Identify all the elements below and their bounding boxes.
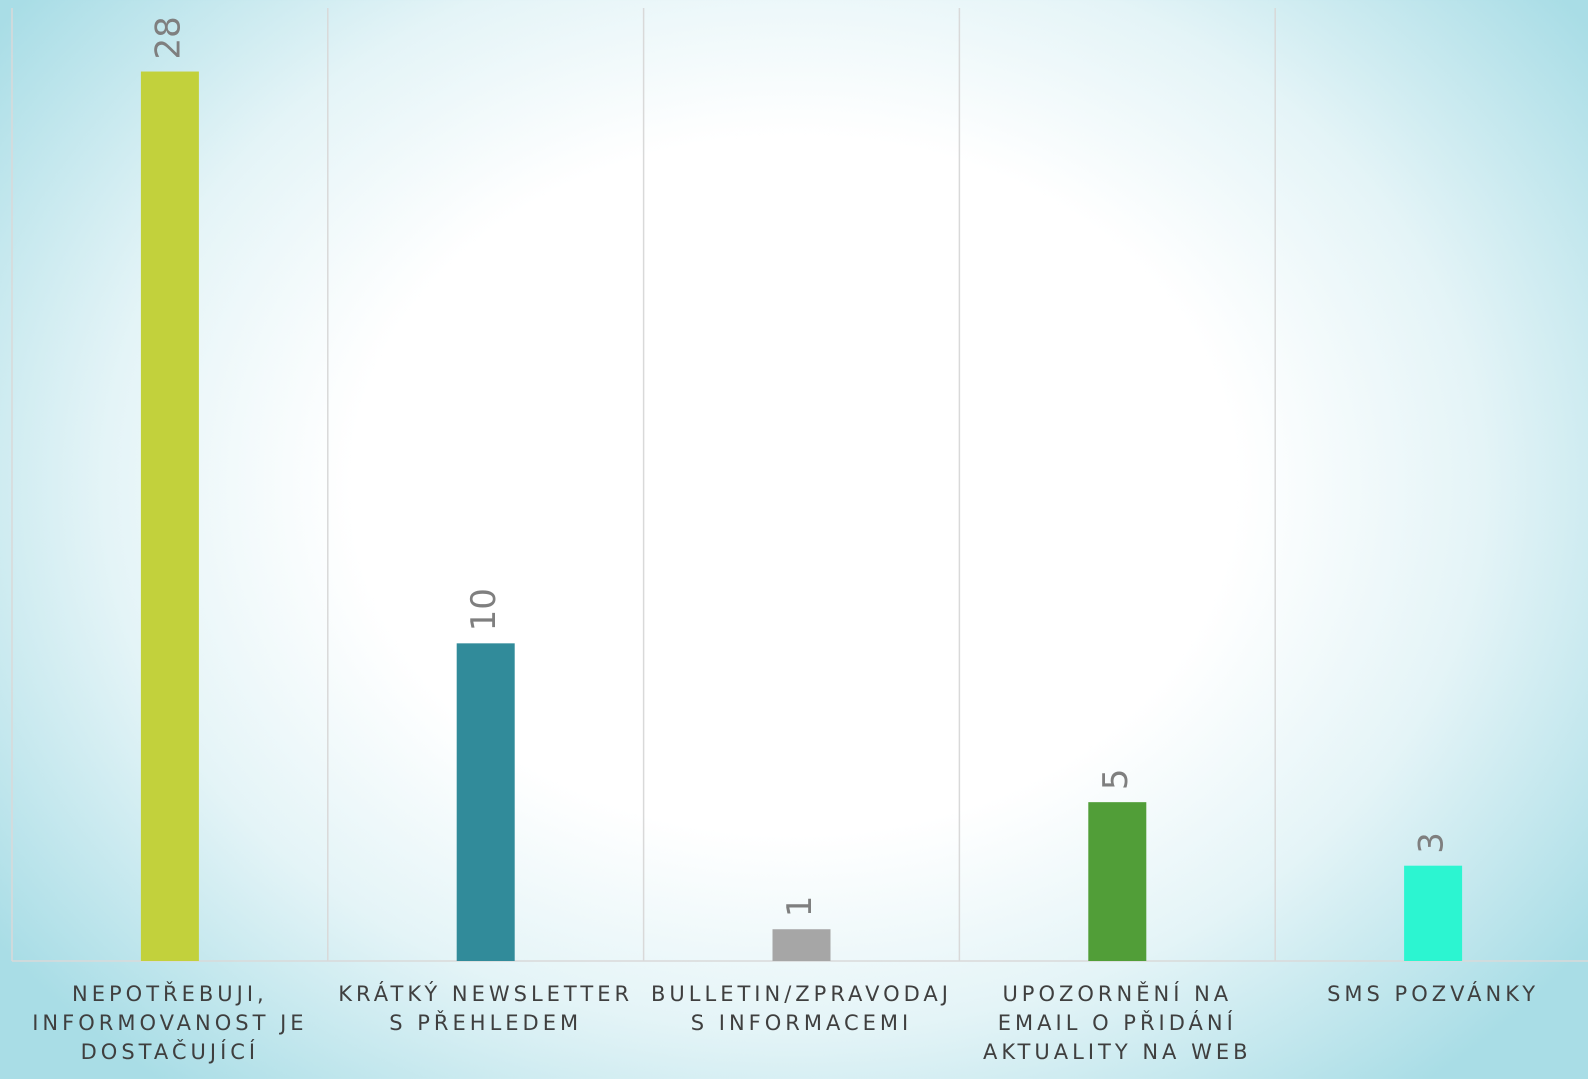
value-label: 1	[780, 896, 820, 918]
bar	[1404, 865, 1463, 961]
x-tick-label: KRÁTKÝ NEWSLETTER S PŘEHLEDEM	[338, 982, 634, 1035]
x-tick-label: BULLETIN/ZPRAVODAJ S INFORMACEMI	[651, 982, 952, 1035]
value-label: 3	[1412, 832, 1452, 854]
bar	[140, 71, 199, 962]
x-tick-label: SMS POZVÁNKY	[1327, 982, 1540, 1006]
x-tick-label: NEPOTŘEBUJI, INFORMOVANOST JE DOSTAČUJÍC…	[32, 982, 308, 1064]
bar	[772, 929, 831, 961]
value-label: 10	[464, 588, 504, 631]
bar	[456, 643, 515, 961]
value-label: 5	[1096, 769, 1136, 791]
x-tick-label: UPOZORNĚNÍ NA EMAIL O PŘIDÁNÍ AKTUALITY …	[983, 982, 1252, 1064]
bar	[1088, 802, 1147, 961]
value-label: 28	[148, 16, 188, 59]
